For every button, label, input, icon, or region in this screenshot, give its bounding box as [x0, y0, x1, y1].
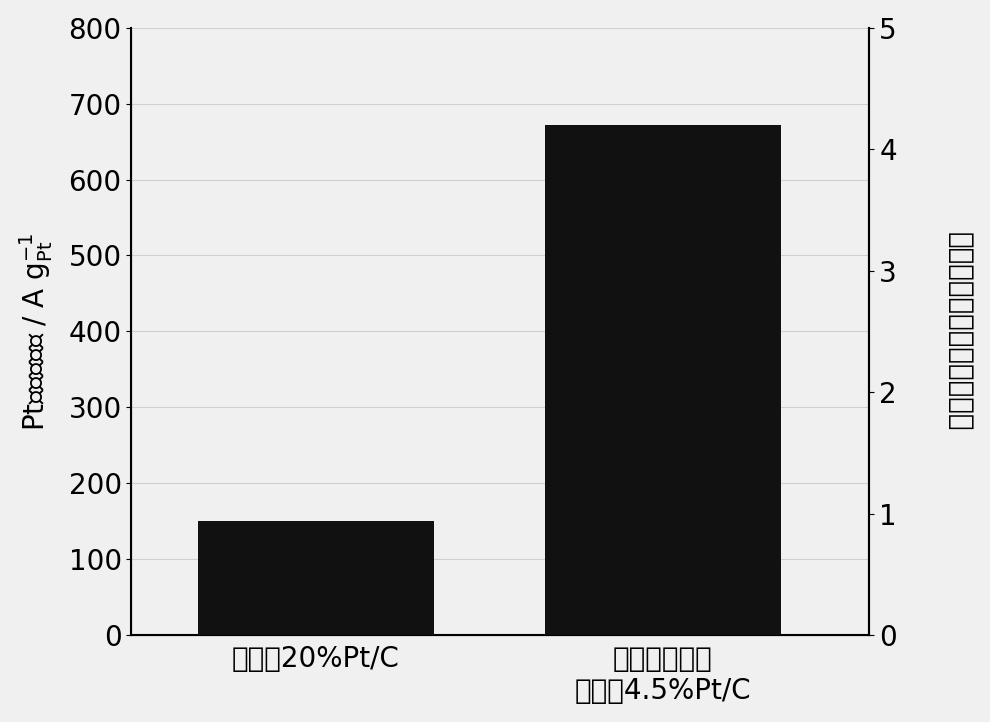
- Bar: [544, 125, 781, 635]
- Bar: [198, 521, 434, 635]
- Y-axis label: Pt质量比活性 / A $\mathregular{g_{Pt}^{-1}}$: Pt质量比活性 / A $\mathregular{g_{Pt}^{-1}}$: [17, 232, 54, 431]
- Y-axis label: 较商业催化剂性能提升倍数: 较商业催化剂性能提升倍数: [945, 232, 973, 431]
